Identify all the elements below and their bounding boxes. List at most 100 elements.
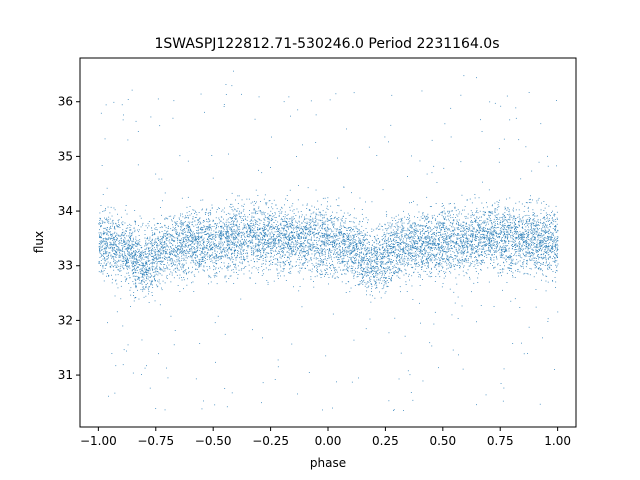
data-point <box>170 253 171 255</box>
data-point <box>376 263 378 265</box>
data-point <box>449 224 451 226</box>
data-point <box>189 206 191 207</box>
data-point <box>408 249 410 251</box>
data-point <box>465 216 467 218</box>
data-point <box>131 241 133 243</box>
data-point <box>163 251 165 253</box>
data-point <box>429 251 431 253</box>
data-point <box>518 247 520 249</box>
data-point <box>130 229 132 231</box>
data-point <box>138 259 140 261</box>
data-point <box>403 250 404 252</box>
data-point <box>178 277 180 279</box>
data-point <box>457 262 459 264</box>
data-point <box>226 231 228 233</box>
data-point <box>350 257 352 258</box>
data-point <box>380 271 382 272</box>
data-point <box>101 246 103 247</box>
data-point <box>239 210 240 212</box>
data-point <box>113 247 115 248</box>
data-point <box>460 253 462 255</box>
data-point <box>280 262 282 264</box>
data-point <box>327 258 328 259</box>
data-point <box>244 214 246 216</box>
data-point <box>141 276 143 278</box>
data-point <box>145 240 147 242</box>
data-point <box>244 235 245 237</box>
data-point <box>337 259 338 261</box>
data-point <box>113 232 115 234</box>
data-point <box>131 254 133 256</box>
data-point <box>386 251 388 253</box>
data-point <box>233 226 235 227</box>
data-point <box>115 365 117 367</box>
data-point <box>198 263 200 265</box>
data-point <box>408 244 410 246</box>
data-point <box>158 353 159 355</box>
data-point <box>188 226 190 227</box>
data-point <box>229 246 231 248</box>
data-point <box>352 248 354 249</box>
data-point <box>438 270 440 272</box>
data-point <box>522 233 523 235</box>
data-point <box>236 257 238 259</box>
data-point <box>145 263 146 265</box>
data-point <box>486 218 488 220</box>
data-point <box>553 219 555 221</box>
data-point <box>386 262 388 263</box>
data-point <box>481 254 483 256</box>
data-point <box>390 231 392 233</box>
data-point <box>334 270 336 272</box>
data-point <box>292 218 294 220</box>
data-point <box>253 234 255 236</box>
data-point <box>285 225 287 227</box>
data-point <box>257 218 259 220</box>
data-point <box>485 230 487 232</box>
data-point <box>115 235 117 237</box>
data-point <box>510 229 512 231</box>
data-point <box>192 240 194 242</box>
data-point <box>303 262 305 264</box>
data-point <box>207 221 209 223</box>
data-point <box>400 235 402 237</box>
data-point <box>308 235 310 237</box>
data-point <box>537 250 538 252</box>
data-point <box>483 207 484 209</box>
data-point <box>451 241 453 242</box>
data-point <box>344 243 346 244</box>
data-point <box>429 237 431 239</box>
data-point <box>285 221 287 223</box>
data-point <box>424 216 426 218</box>
data-point <box>198 234 199 236</box>
data-point <box>557 249 559 250</box>
data-point <box>152 280 153 282</box>
data-point <box>154 268 156 270</box>
data-point <box>414 255 415 257</box>
data-point <box>546 215 547 216</box>
data-point <box>511 262 513 264</box>
data-point <box>304 250 306 252</box>
data-point <box>546 276 548 277</box>
data-point <box>443 277 445 279</box>
data-point <box>452 240 454 242</box>
data-point <box>382 280 384 282</box>
data-point <box>545 246 547 248</box>
data-point <box>120 281 122 282</box>
data-point <box>233 239 235 241</box>
data-point <box>428 246 429 248</box>
data-point <box>422 260 424 262</box>
data-point <box>435 240 437 242</box>
data-point <box>181 266 183 268</box>
data-point <box>263 239 265 240</box>
data-point <box>351 251 353 253</box>
data-point <box>299 243 301 245</box>
data-point <box>224 333 226 335</box>
data-point <box>502 213 504 215</box>
data-point <box>301 251 303 252</box>
data-point <box>510 231 511 233</box>
data-point <box>182 248 184 250</box>
data-point <box>186 235 188 237</box>
data-point <box>128 266 130 268</box>
data-point <box>441 256 443 257</box>
data-point <box>522 250 523 252</box>
